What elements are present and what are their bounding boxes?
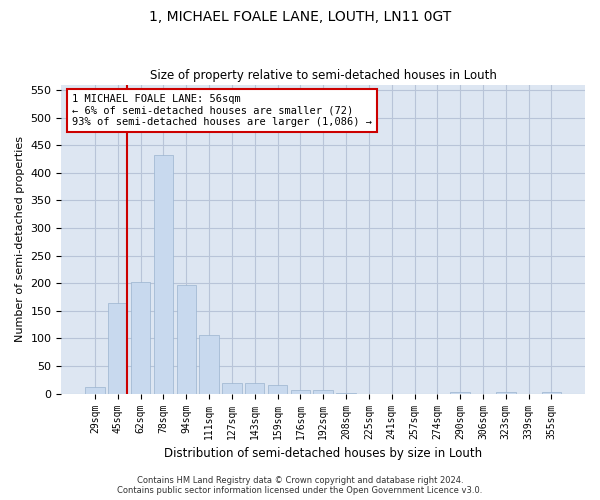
Text: 1, MICHAEL FOALE LANE, LOUTH, LN11 0GT: 1, MICHAEL FOALE LANE, LOUTH, LN11 0GT <box>149 10 451 24</box>
Y-axis label: Number of semi-detached properties: Number of semi-detached properties <box>15 136 25 342</box>
Bar <box>542 392 561 394</box>
Text: Contains HM Land Registry data © Crown copyright and database right 2024.
Contai: Contains HM Land Registry data © Crown c… <box>118 476 482 495</box>
Bar <box>85 386 104 394</box>
Bar <box>451 392 470 394</box>
X-axis label: Distribution of semi-detached houses by size in Louth: Distribution of semi-detached houses by … <box>164 447 482 460</box>
Bar <box>176 286 196 394</box>
Bar <box>268 385 287 394</box>
Text: 1 MICHAEL FOALE LANE: 56sqm
← 6% of semi-detached houses are smaller (72)
93% of: 1 MICHAEL FOALE LANE: 56sqm ← 6% of semi… <box>72 94 372 127</box>
Bar <box>154 155 173 394</box>
Bar <box>313 390 333 394</box>
Bar <box>245 383 265 394</box>
Bar <box>496 392 515 394</box>
Bar <box>222 382 242 394</box>
Bar <box>131 282 150 394</box>
Bar <box>337 393 356 394</box>
Bar <box>199 335 219 394</box>
Title: Size of property relative to semi-detached houses in Louth: Size of property relative to semi-detach… <box>150 69 497 82</box>
Bar <box>108 302 127 394</box>
Bar <box>290 390 310 394</box>
